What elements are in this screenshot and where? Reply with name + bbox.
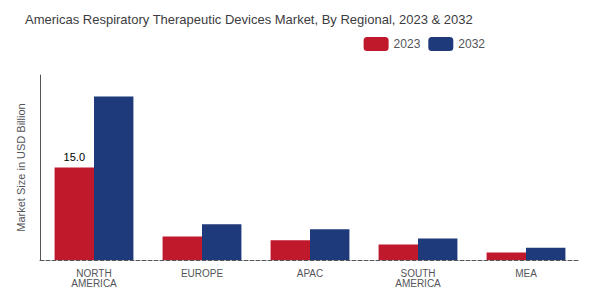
svg-text:NORTH: NORTH	[76, 267, 112, 279]
svg-text:APAC: APAC	[297, 268, 324, 279]
svg-text:MEA: MEA	[515, 268, 537, 279]
svg-text:EUROPE: EUROPE	[181, 268, 224, 279]
svg-text:Market Size in USD Billion: Market Size in USD Billion	[15, 103, 27, 231]
svg-text:15.0: 15.0	[64, 151, 85, 163]
svg-text:AMERICA: AMERICA	[395, 278, 441, 289]
svg-text:SOUTH: SOUTH	[400, 267, 436, 279]
svg-text:Americas Respiratory Therapeut: Americas Respiratory Therapeutic Devices…	[25, 12, 473, 27]
svg-text:2023: 2023	[394, 37, 421, 51]
svg-text:2032: 2032	[458, 37, 485, 51]
svg-text:AMERICA: AMERICA	[71, 278, 117, 289]
